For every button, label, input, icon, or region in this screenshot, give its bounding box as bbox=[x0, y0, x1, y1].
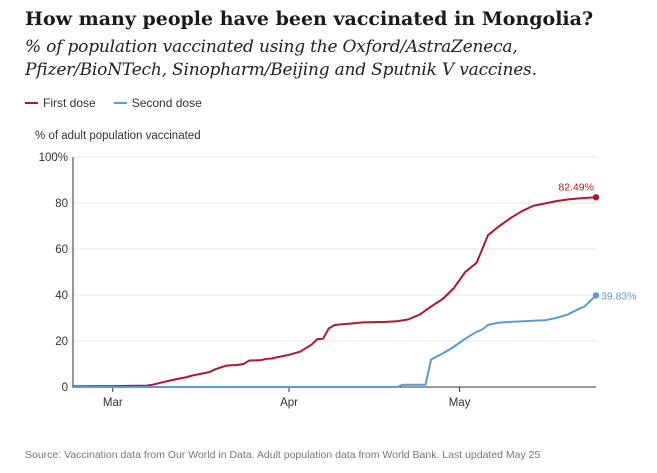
x-tick-label: Apr bbox=[280, 397, 298, 409]
y-tick-label: 80 bbox=[55, 198, 68, 210]
y-axis-label: % of adult population vaccinated bbox=[35, 130, 201, 142]
chart-title: How many people have been vaccinated in … bbox=[25, 8, 594, 30]
x-tick-label: May bbox=[449, 397, 471, 409]
legend-item-first-dose: First dose bbox=[25, 96, 96, 110]
legend-swatch-second-dose bbox=[113, 102, 127, 104]
series-end-label-first-dose: 82.49% bbox=[558, 181, 594, 193]
legend-label-second-dose: Second dose bbox=[131, 96, 202, 110]
y-tick-label: 20 bbox=[55, 336, 68, 348]
y-tick-label: 0 bbox=[62, 382, 68, 394]
y-tick-label: 60 bbox=[55, 244, 68, 256]
series-line-first-dose bbox=[72, 196, 597, 388]
legend-item-second-dose: Second dose bbox=[113, 96, 202, 110]
series-end-marker-first-dose bbox=[592, 194, 600, 201]
y-tick-label: 100% bbox=[39, 152, 68, 164]
chart-subtitle-line-1: % of population vaccinated using the Oxf… bbox=[25, 37, 518, 57]
source-note: Source: Vaccination data from Our World … bbox=[25, 449, 541, 461]
legend-label-first-dose: First dose bbox=[43, 96, 96, 110]
chart-legend: First dose Second dose bbox=[25, 96, 220, 110]
series-line-second-dose bbox=[72, 294, 597, 388]
legend-swatch-first-dose bbox=[25, 102, 38, 104]
chart-subtitle: % of population vaccinated using the Oxf… bbox=[25, 36, 645, 82]
chart-subtitle-line-2: Pfizer/BioNTech, Sinopharm/Beijing and S… bbox=[25, 60, 537, 80]
y-tick-label: 40 bbox=[55, 290, 68, 302]
series-end-marker-second-dose bbox=[592, 292, 600, 299]
x-tick-label: Mar bbox=[103, 397, 123, 409]
series-end-label-second-dose: 39.83% bbox=[601, 290, 637, 302]
